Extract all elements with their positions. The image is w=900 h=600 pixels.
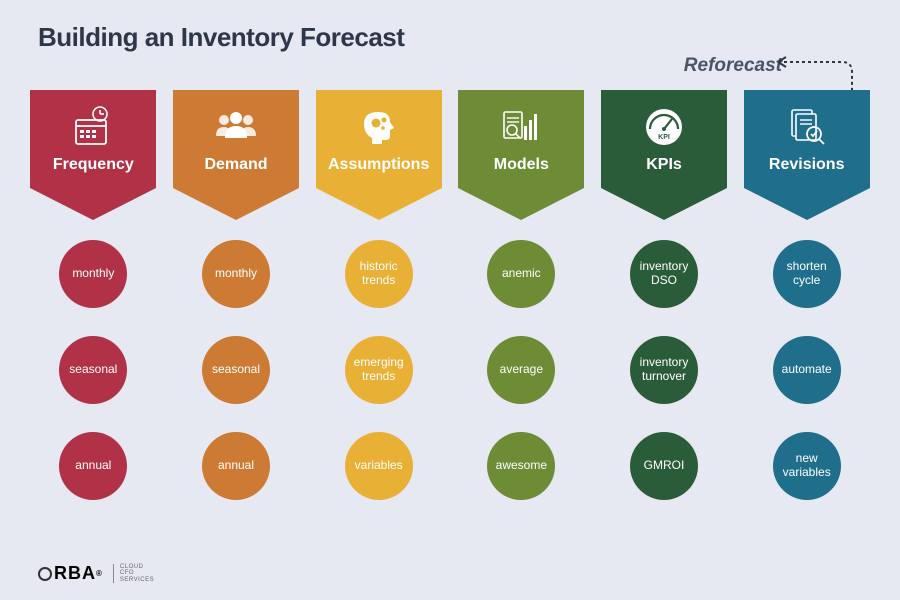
- header-revisions: Revisions: [744, 90, 870, 220]
- header-kpis: KPI KPIs: [601, 90, 727, 220]
- header-models: Models: [458, 90, 584, 220]
- circle-item: inventory turnover: [630, 336, 698, 404]
- circle-item: new variables: [773, 432, 841, 500]
- col-assumptions: Assumptions historic trends emerging tre…: [315, 90, 442, 500]
- header-label: Frequency: [53, 156, 134, 174]
- header-label: Models: [494, 156, 549, 174]
- circle-item: monthly: [202, 240, 270, 308]
- circle-item: variables: [345, 432, 413, 500]
- circle-item: shorten cycle: [773, 240, 841, 308]
- brand-logo: RBA® Cloud CFO Services: [38, 563, 154, 584]
- circle-item: inventory DSO: [630, 240, 698, 308]
- col-demand: Demand monthly seasonal annual: [173, 90, 300, 500]
- circles-assumptions: historic trends emerging trends variable…: [345, 240, 413, 500]
- gauge-icon: KPI: [641, 104, 687, 150]
- logo-o-icon: [38, 567, 52, 581]
- circles-demand: monthly seasonal annual: [202, 240, 270, 500]
- header-assumptions: Assumptions: [316, 90, 442, 220]
- calendar-clock-icon: [70, 104, 116, 150]
- circles-models: anemic average awesome: [487, 240, 555, 500]
- header-label: Revisions: [769, 156, 845, 174]
- header-label: Demand: [204, 156, 267, 174]
- svg-text:KPI: KPI: [658, 134, 670, 141]
- doc-check-icon: [784, 104, 830, 150]
- circle-item: GMROI: [630, 432, 698, 500]
- circle-item: historic trends: [345, 240, 413, 308]
- col-models: Models anemic average awesome: [458, 90, 585, 500]
- header-frequency: Frequency: [30, 90, 156, 220]
- header-label: Assumptions: [328, 156, 429, 174]
- chart-doc-icon: [498, 104, 544, 150]
- columns-container: Frequency monthly seasonal annual Demand: [30, 90, 870, 500]
- header-label: KPIs: [646, 156, 682, 174]
- circle-item: emerging trends: [345, 336, 413, 404]
- logo-tagline: Cloud CFO Services: [113, 564, 154, 584]
- circles-revisions: shorten cycle automate new variables: [773, 240, 841, 500]
- circles-kpis: inventory DSO inventory turnover GMROI: [630, 240, 698, 500]
- circle-item: average: [487, 336, 555, 404]
- circle-item: annual: [202, 432, 270, 500]
- circle-item: awesome: [487, 432, 555, 500]
- head-gears-icon: [356, 104, 402, 150]
- circle-item: automate: [773, 336, 841, 404]
- col-frequency: Frequency monthly seasonal annual: [30, 90, 157, 500]
- circles-frequency: monthly seasonal annual: [59, 240, 127, 500]
- logo-text: RBA®: [38, 563, 103, 584]
- reforecast-label: Reforecast: [684, 55, 782, 77]
- circle-item: annual: [59, 432, 127, 500]
- people-icon: [213, 104, 259, 150]
- col-kpis: KPI KPIs inventory DSO inventory turnove…: [601, 90, 728, 500]
- circle-item: seasonal: [59, 336, 127, 404]
- circle-item: anemic: [487, 240, 555, 308]
- circle-item: monthly: [59, 240, 127, 308]
- circle-item: seasonal: [202, 336, 270, 404]
- col-revisions: Revisions shorten cycle automate new var…: [743, 90, 870, 500]
- page-title: Building an Inventory Forecast: [38, 22, 404, 53]
- header-demand: Demand: [173, 90, 299, 220]
